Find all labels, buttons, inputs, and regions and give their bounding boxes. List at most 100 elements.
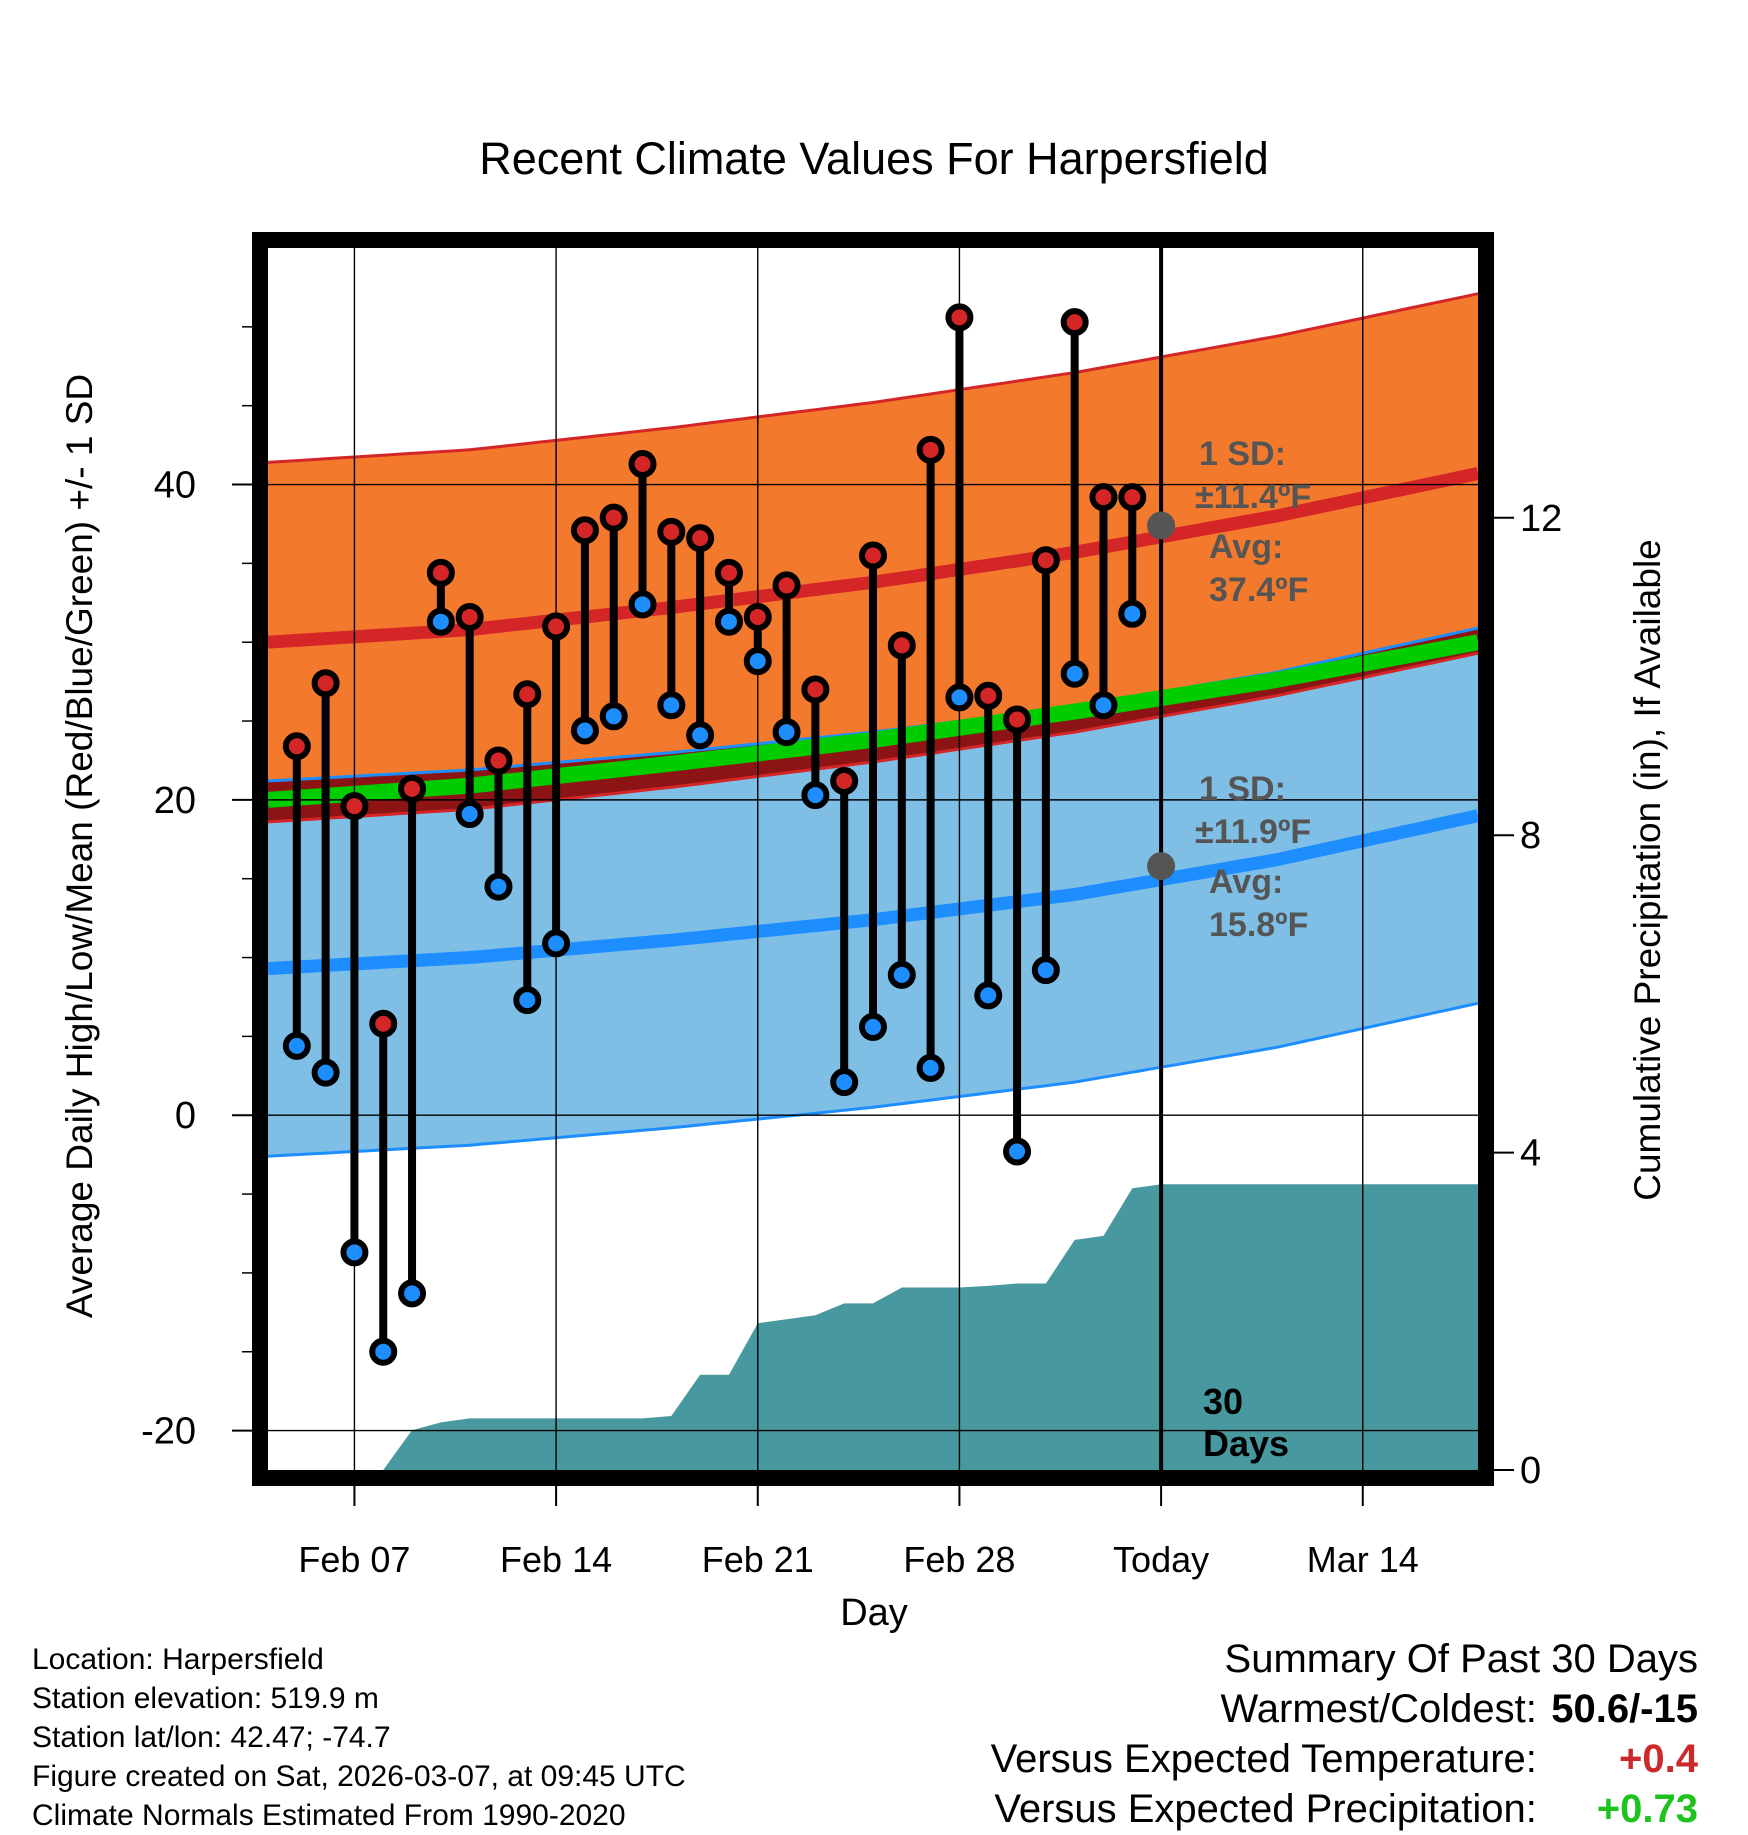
daily-high-point xyxy=(801,675,830,704)
y-axis-label-right: Cumulative Precipitation (in), If Availa… xyxy=(1627,539,1668,1201)
daily-high-point xyxy=(743,602,772,631)
warmest-value: 50.6/-15 xyxy=(1551,1687,1698,1731)
x-tick-label: Today xyxy=(1113,1539,1209,1580)
daily-low-point xyxy=(974,981,1003,1010)
daily-high-point xyxy=(628,450,657,479)
summary-panel: Summary Of Past 30 Days Warmest/Coldest:… xyxy=(991,1634,1698,1834)
daily-high-point xyxy=(1118,483,1147,512)
y-tick-label-right: 0 xyxy=(1520,1450,1541,1492)
y-tick-label-right: 12 xyxy=(1520,498,1562,540)
daily-low-point xyxy=(772,718,801,747)
daily-low-point xyxy=(570,716,599,745)
y-tick-label-left: 20 xyxy=(154,780,196,822)
daily-high-point xyxy=(455,602,484,631)
daily-high-point xyxy=(484,746,513,775)
daily-high-point xyxy=(1031,546,1060,575)
latlon-text: Station lat/lon: 42.47; -74.7 xyxy=(32,1721,391,1754)
temp-value: +0.4 xyxy=(1619,1737,1698,1781)
daily-low-point xyxy=(1060,659,1089,688)
daily-high-point xyxy=(369,1009,398,1038)
plot-frame xyxy=(252,232,1494,1486)
summary-precip-row: Versus Expected Precipitation: +0.73 xyxy=(991,1784,1698,1834)
y-tick-label-right: 4 xyxy=(1520,1133,1541,1175)
today-days-label-days: Days xyxy=(1203,1423,1289,1464)
precip-label: Versus Expected Precipitation: xyxy=(994,1787,1537,1831)
elevation-text: Station elevation: 519.9 m xyxy=(32,1682,379,1715)
daily-low-point xyxy=(916,1053,945,1082)
high-band-upper-edge xyxy=(267,292,1479,464)
daily-low-point xyxy=(801,781,830,810)
daily-high-point xyxy=(657,517,686,546)
daily-low-point xyxy=(398,1279,427,1308)
daily-high-point xyxy=(1003,705,1032,734)
low-avg-value: 15.8ºF xyxy=(1209,906,1308,944)
warmest-label: Warmest/Coldest: xyxy=(1220,1687,1537,1731)
low-sd-label: 1 SD: xyxy=(1199,770,1286,808)
precipitation-area xyxy=(268,1184,1478,1470)
daily-high-point xyxy=(599,503,628,532)
daily-high-point xyxy=(513,680,542,709)
low-sd-value: ±11.9ºF xyxy=(1195,813,1311,851)
daily-low-point xyxy=(311,1058,340,1087)
x-tick-label: Feb 21 xyxy=(702,1539,814,1580)
daily-low-point xyxy=(513,986,542,1015)
daily-high-point xyxy=(859,541,887,570)
today-days-label-30: 30 xyxy=(1203,1381,1243,1422)
daily-low-point xyxy=(714,607,743,636)
daily-marks xyxy=(282,303,1176,1366)
daily-high-point xyxy=(1060,308,1089,337)
daily-high-point xyxy=(916,435,945,464)
daily-high-point xyxy=(426,558,455,587)
high-avg-label: Avg: xyxy=(1209,528,1283,566)
daily-low-point xyxy=(340,1238,369,1267)
daily-low-point xyxy=(542,929,571,958)
daily-high-point xyxy=(686,524,715,553)
daily-low-point xyxy=(628,590,657,619)
x-axis-label: Day xyxy=(840,1592,908,1634)
high-sd-value: ±11.4ºF xyxy=(1195,478,1311,516)
daily-high-point xyxy=(311,669,340,698)
daily-low-point xyxy=(830,1068,859,1097)
daily-high-point xyxy=(714,558,743,587)
daily-high-point xyxy=(945,303,974,332)
station-info: Location: Harpersfield Station elevation… xyxy=(32,1640,686,1835)
daily-high-point xyxy=(282,732,311,761)
daily-low-point xyxy=(599,702,628,731)
daily-low-point xyxy=(887,960,916,989)
today-low-normal-marker xyxy=(1147,852,1176,881)
y-tick-label-right: 8 xyxy=(1520,815,1541,857)
daily-high-point xyxy=(542,612,571,641)
x-tick-label: Feb 07 xyxy=(298,1539,410,1580)
x-tick-label: Feb 28 xyxy=(903,1539,1015,1580)
y-tick-label-left: 0 xyxy=(175,1095,196,1137)
daily-high-point xyxy=(398,774,427,803)
created-text: Figure created on Sat, 2026-03-07, at 09… xyxy=(32,1760,686,1793)
x-tick-label: Feb 14 xyxy=(500,1539,612,1580)
daily-low-point xyxy=(1003,1137,1032,1166)
daily-low-point xyxy=(859,1012,887,1041)
y-tick-label-left: 40 xyxy=(154,465,196,507)
daily-low-point xyxy=(455,800,484,829)
daily-low-point xyxy=(657,691,686,720)
daily-low-point xyxy=(282,1031,311,1060)
temp-label: Versus Expected Temperature: xyxy=(990,1737,1537,1781)
summary-heading: Summary Of Past 30 Days xyxy=(1224,1637,1698,1681)
daily-low-point xyxy=(1118,599,1147,628)
daily-low-point xyxy=(743,647,772,676)
axes: -20 0 20 40 0 4 8 12 Feb 07 Feb 14 Feb 21 Feb 28 Tod… xyxy=(141,232,1562,1580)
low-avg-label: Avg: xyxy=(1209,863,1283,901)
summary-temp-row: Versus Expected Temperature: +0.4 xyxy=(991,1734,1698,1784)
today-high-normal-marker xyxy=(1147,511,1176,540)
daily-high-point xyxy=(830,766,859,795)
summary-warmest-row: Warmest/Coldest: 50.6/-15 xyxy=(991,1684,1699,1734)
high-avg-value: 37.4ºF xyxy=(1209,571,1308,609)
y-tick-label-left: -20 xyxy=(141,1411,196,1453)
daily-high-point xyxy=(974,681,1003,710)
precip-value: +0.73 xyxy=(1596,1787,1698,1831)
daily-low-point xyxy=(945,683,974,712)
daily-low-point xyxy=(1031,956,1060,985)
daily-low-point xyxy=(484,872,513,901)
chart-title: Recent Climate Values For Harpersfield xyxy=(479,133,1268,184)
daily-high-point xyxy=(1089,483,1118,512)
